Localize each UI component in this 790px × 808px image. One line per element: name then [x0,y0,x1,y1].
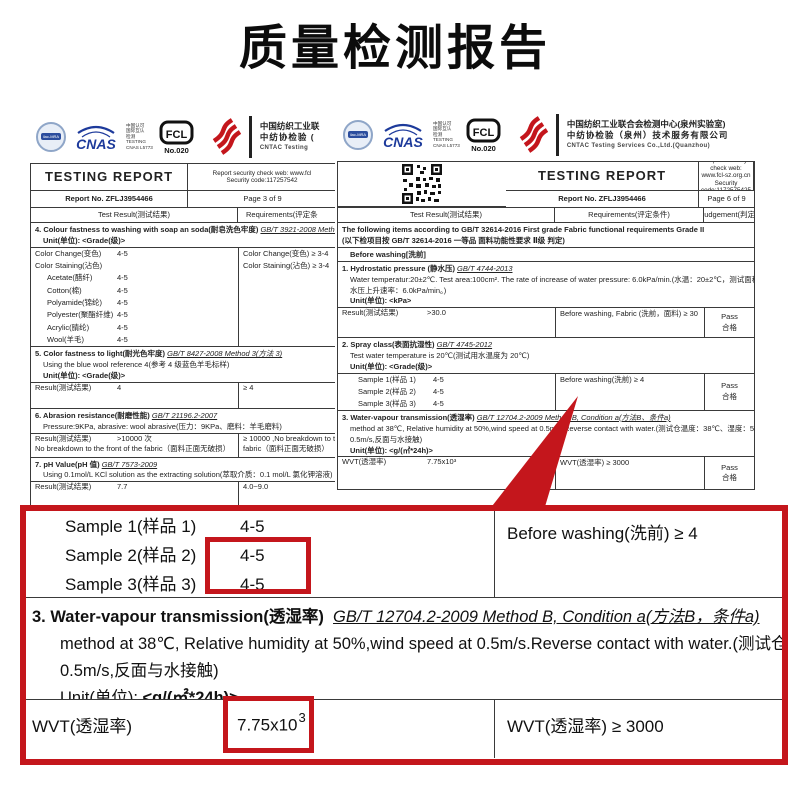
table-row: Color Staining(沾色) Color Staining(沾色) ≥ 3… [31,260,338,273]
section-ph-value: 7. pH Value(pH 值) GB/T 7573-2009 Using 0… [31,458,338,505]
report-header-left: TESTING REPORT Report security check web… [30,163,338,208]
table-row: Cotton(棉) 4-5 [31,284,338,297]
col-test-result: Test Result(测试结果) [31,208,238,222]
magnified-highlight-panel: Sample 1(样品 1) 4-5 Sample 2(样品 2) 4-5 Samp… [20,505,788,765]
report-page-3: ilac-MRA CNAS 中国认可 国际互认 检测 TESTING CNAS … [30,110,338,505]
org-name-left: 中国纺织工业联 中纺协检验 ( CNTAC Testing [259,120,320,151]
section-spray-class: 2. Spray class(表面抗湿性) GB/T 4745-2012 Tes… [338,338,754,411]
testing-report-title: TESTING REPORT [44,168,174,184]
table-row: Sample 1(样品 1) 4-5 [65,517,265,536]
org-name-right: 中国纺织工业联合会检测中心(泉州实验室) 中纺协检验（泉州）技术服务有限公司 C… [566,118,729,149]
magnified-wvt-row: WVT(透湿率) 7.75x103 WVT(透湿率) ≥ 3000 [26,700,782,758]
column-headers-right: Test Result(测试结果) Requirements(评定条件) Jud… [337,208,755,223]
fcl-logo-icon: FCL No.020 [159,120,194,155]
table-row: Acetate(醋纤) 4-5 [31,272,338,285]
security-web: Report security check web: www.fcl-sz.or… [701,162,751,180]
report-no: Report No. ZFLJ3954466 [506,191,699,207]
result-row: Result(测试结果) >10000 次 No breakdown to the… [31,432,338,457]
silk-ribbon-icon [212,117,241,155]
certification-logos-left: ilac-MRA CNAS 中国认可 国际互认 检测 TESTING CNAS … [30,110,338,163]
table-row: Wool(羊毛) 4-5 [31,333,338,347]
ilac-mra-logo-icon: ilac-MRA [343,119,373,150]
highlight-box-samples [205,537,311,594]
divider [555,113,559,156]
cnas-logo-icon: CNAS [76,125,116,152]
result-row: Result(测试结果) >30.0 Before washing, Fabric… [338,307,754,338]
col-requirements: Requirements(评定条件) [555,208,704,222]
page-title: 质量检测报告 [238,20,551,76]
table-row: Polyester(聚酯纤维) 4-5 [31,309,338,322]
security-code: Security code:117257542 [226,177,298,184]
column-headers-left: Test Result(测试结果) Requirements(评定条 [30,208,338,223]
page-indicator: Page 3 of 9 [243,193,282,203]
section-water-vapour-transmission: 3. Water-vapour transmission(透湿率) GB/T 1… [338,411,754,490]
report-header-right: TESTING REPORT Report security check web… [337,161,755,208]
requirement-cell: Before washing(洗前) ≥ 4 [507,524,698,543]
col-judgement: Judgement(判定) [704,209,754,219]
result-row: Result(测试结果) 7.7 4.0~9.0 [31,481,338,505]
judgement-cell: Pass 合格 [704,457,754,490]
table-row: Acrylic(腈纶) 4-5 [31,321,338,334]
section-colour-fastness-light: 5. Color fastness to light(耐光色牢度) GB/T 8… [31,347,338,409]
divider [248,115,252,158]
highlight-box-wvt [223,696,314,753]
cnas-logo-icon: CNAS [383,123,423,150]
result-row: Result(测试结果) 4 ≥ 4 [31,381,338,408]
section-abrasion-resistance: 6. Abrasion resistance(耐磨性能) GB/T 21196.… [31,409,338,458]
svg-text:No.020: No.020 [471,144,496,153]
judgement-cell: Pass 合格 [704,373,754,410]
sample-rows: Sample 1(样品 1) 4-5 Sample 2(样品 2) 4-5 Samp… [338,372,754,410]
testing-report-title: TESTING REPORT [537,167,667,183]
security-web: Report security check web: www.fcl [212,169,312,177]
ilac-mra-logo-icon: ilac-MRA [36,121,66,152]
table-row: Sample 3(样品 3) 4-5 [358,399,444,409]
magnified-sample-rows: Sample 1(样品 1) 4-5 Sample 2(样品 2) 4-5 Samp… [26,511,782,598]
unit-line: Unit(单位): <g/(㎡*24h)> [60,689,239,700]
grading-statement: The following items according to GB/T 32… [338,223,754,248]
report-no: Report No. ZFLJ3954466 [31,191,188,207]
table-row: Sample 2(样品 2) 4-5 [65,546,265,565]
svg-text:CNAS: CNAS [383,134,423,150]
svg-text:CNAS: CNAS [76,136,116,152]
table-row: Color Change(变色) 4-5 Color Change(变色) ≥ 3-… [31,247,338,261]
svg-text:FCL: FCL [473,127,495,139]
section-hydrostatic-pressure: 1. Hydrostatic pressure (静水压) GB/T 4744-… [338,262,754,339]
report-body-right: The following items according to GB/T 32… [337,223,755,491]
requirement-cell: WVT(透湿率) ≥ 3000 [507,717,664,736]
magnified-section3: 3. Water-vapour transmission(透湿率) GB/T 1… [26,598,782,700]
col-test-result: Test Result(测试结果) [338,208,555,222]
judgement-cell: Pass 合格 [704,308,754,338]
page-indicator: Page 6 of 9 [707,193,746,203]
unit-line: Unit(单位): <Grade(级)> [43,235,126,245]
certification-logos-right: ilac-MRA CNAS 中国认可 国际互认 检测 TESTING CNAS … [337,108,755,161]
before-washing-row: Before washing[洗前] [338,248,754,262]
table-row: Sample 1(样品 1) 4-5 [358,374,444,384]
fcl-logo-icon: FCL No.020 [466,118,501,153]
security-code: Security code:1172575425 [701,179,751,191]
svg-text:No.020: No.020 [164,146,189,155]
section-colour-fastness-washing: 4. Colour fastness to washing with soap … [31,223,338,348]
result-row: WVT(透湿率) 7.75x10³ WVT(透湿率) ≥ 3000 Pass 合格 [338,456,754,490]
report-body-left: 4. Colour fastness to washing with soap … [30,223,338,505]
col-requirements: Requirements(评定条 [246,209,318,219]
report-page-6: ilac-MRA CNAS 中国认可 国际互认 检测 TESTING CNAS … [337,108,755,497]
qr-code [338,162,506,207]
cnas-caption: 中国认可 国际互认 检测 TESTING CNAS L5773 [433,120,460,148]
cnas-caption: 中国认可 国际互认 检测 TESTING CNAS L5773 [126,122,153,150]
table-row: Polyamide(锦纶) 4-5 [31,296,338,310]
wvt-value: 7.75x103 [237,710,306,735]
table-row: Sample 2(样品 2) 4-5 [358,387,444,397]
silk-ribbon-icon [519,115,548,153]
svg-text:FCL: FCL [166,129,188,141]
